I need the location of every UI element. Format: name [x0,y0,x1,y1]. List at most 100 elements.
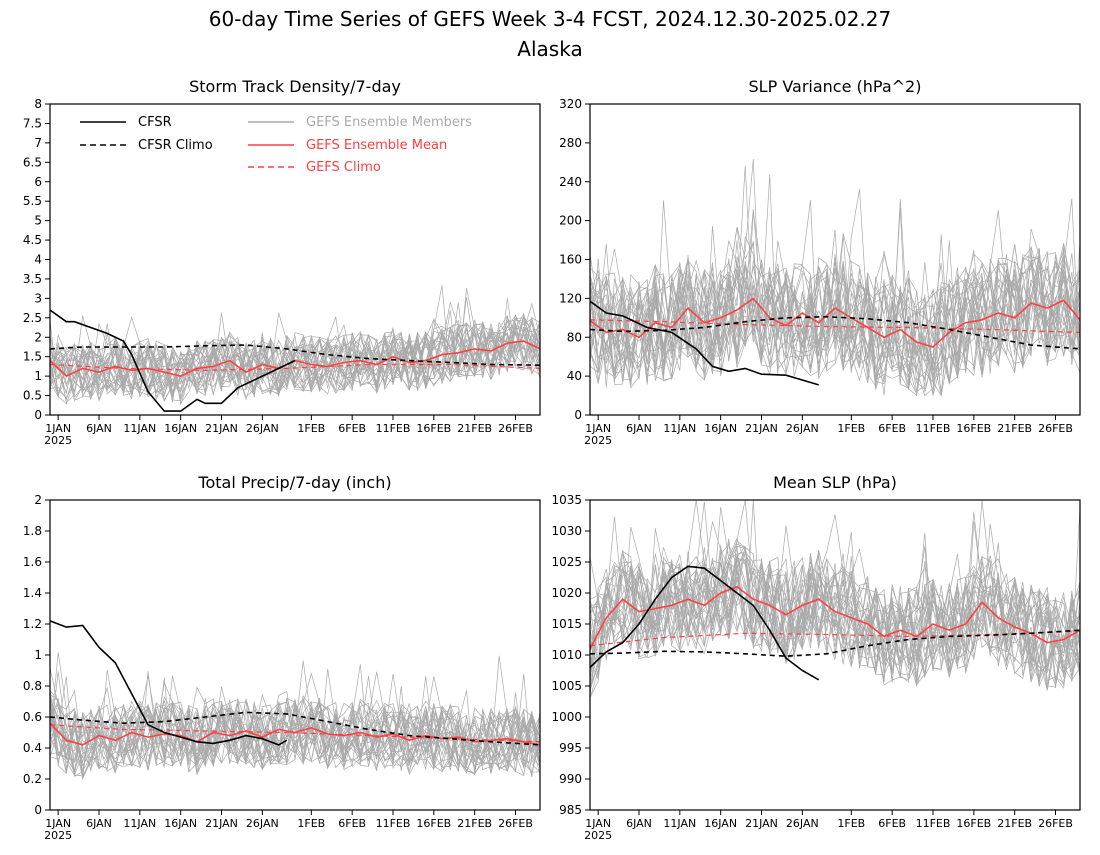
y-tick-label: 240 [559,175,582,189]
y-tick-label: 1035 [551,493,582,507]
y-tick-label: 6.5 [23,155,42,169]
y-tick-label: 1005 [551,679,582,693]
plot-frame [49,499,541,811]
y-tick-label: 1025 [551,555,582,569]
member-line [50,298,540,405]
x-tick-label: 1FEB [297,817,325,830]
y-tick-label: 280 [559,136,582,150]
series-gefs-ensemble-mean [50,722,540,746]
series-cfsr [590,565,820,681]
legend-cfsr-label: CFSR [138,115,172,130]
x-year-label: 2025 [584,829,612,842]
member-line [590,174,1080,386]
gefs-members [590,159,1080,397]
y-tick-label: 1 [34,648,42,662]
x-tick-label: 1JAN [585,817,611,830]
y-tick-label: 1015 [551,617,582,631]
plot-area [590,159,1080,397]
y-tick-label: 1030 [551,524,582,538]
x-tick-label: 11FEB [916,817,951,830]
x-year-label: 2025 [584,434,612,447]
y-tick-label: 1.2 [23,617,42,631]
x-year-label: 2025 [44,434,72,447]
series-cfsr [50,620,288,746]
member-line [50,698,540,777]
member-line [50,319,540,398]
member-line [590,556,1080,698]
y-tick-label: 7 [34,136,42,150]
x-year-label: 2025 [44,829,72,842]
x-tick-label: 6FEB [878,422,906,435]
x-tick-label: 16FEB [416,422,451,435]
legend-gefs-mean-label: GEFS Ensemble Mean [306,138,447,153]
member-line [590,199,1080,382]
panel-precip: Total Precip/7-day (inch)00.20.40.60.811… [23,473,541,842]
panel-title: Mean SLP (hPa) [773,473,897,492]
member-line [590,531,1080,679]
panels: Storm Track Density/7-day 0 0.5 1 1.5 2 2.5 3 3.… [23,77,1081,842]
y-tick-label: 3 [34,291,42,305]
plot-frame [49,103,541,416]
y-tick-label: 6 [34,175,42,189]
x-tick-label: 26FEB [498,422,533,435]
x-tick-label: 21JAN [745,422,778,435]
member-line [590,523,1080,691]
x-tick-label: 16FEB [956,422,991,435]
x-tick-label: 6JAN [86,422,112,435]
member-line [590,252,1080,396]
series-gefs-climo [590,319,1080,333]
y-tick-label: 3.5 [23,272,42,286]
x-tick-label: 21FEB [457,817,492,830]
member-line [590,555,1080,681]
member-line [50,699,540,772]
legend-gefs-climo-label: GEFS Climo [306,160,381,175]
member-line [50,668,540,771]
y-tick-label: 0 [574,408,582,422]
member-line [590,229,1080,397]
legend: CFSR CFSR Climo GEFS Ensemble Members GEFS … [80,115,472,175]
member-line [50,676,540,775]
member-line [590,199,1080,382]
x-tick-label: 1FEB [837,817,865,830]
y-tick-label: 160 [559,253,582,267]
plot-area [50,285,540,412]
member-line [590,549,1080,683]
member-line [590,228,1080,396]
x-tick-label: 21JAN [745,817,778,830]
member-line [590,545,1080,683]
series-gefs-ensemble-mean [590,585,1080,650]
x-tick-label: 21JAN [205,817,238,830]
x-tick-label: 1JAN [45,817,71,830]
y-tick-label: 995 [559,741,582,755]
member-line [590,210,1080,384]
member-line [50,673,540,777]
member-line [590,248,1080,396]
member-line [50,701,540,775]
x-tick-label: 1JAN [585,422,611,435]
x-tick-label: 11FEB [916,422,951,435]
member-line [50,675,540,776]
y-tick-label: 40 [567,369,582,383]
member-line [50,689,540,772]
x-tick-label: 6JAN [86,817,112,830]
series-cfsr [590,300,819,386]
y-tick-label: 1020 [551,586,582,600]
x-tick-label: 6JAN [626,422,652,435]
x-tick-label: 1FEB [837,422,865,435]
x-tick-label: 16FEB [956,817,991,830]
x-tick-label: 16JAN [164,422,197,435]
y-tick-label: 0.6 [23,710,42,724]
figure-title: 60-day Time Series of GEFS Week 3-4 FCST… [209,7,891,31]
member-line [590,233,1080,393]
y-tick-label: 0.5 [23,389,42,403]
legend-gefs-members-label: GEFS Ensemble Members [306,115,472,130]
y-tick-label: 2 [34,493,42,507]
member-line [50,675,540,777]
x-tick-label: 6FEB [878,817,906,830]
member-line [50,702,540,775]
member-line [590,560,1080,681]
x-tick-label: 21FEB [997,422,1032,435]
y-tick-label: 0.2 [23,772,42,786]
